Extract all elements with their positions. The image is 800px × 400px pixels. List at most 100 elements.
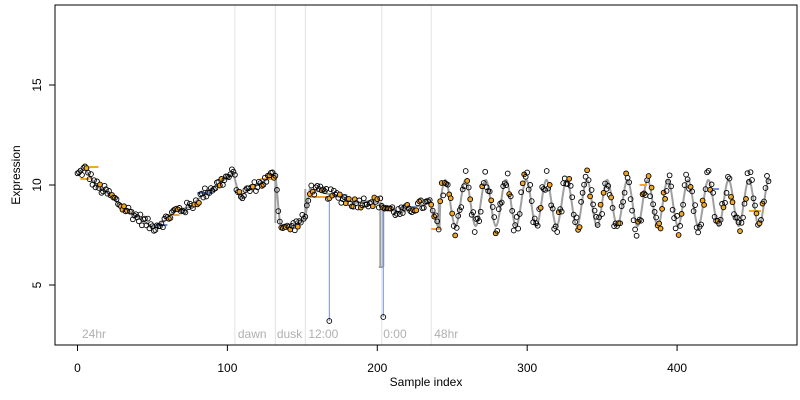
data-point (717, 216, 724, 223)
data-point (345, 195, 352, 202)
data-point (537, 204, 544, 211)
data-point (726, 175, 733, 182)
plot-frame (54, 4, 798, 346)
data-point (734, 214, 740, 221)
data-point (674, 213, 680, 219)
data-point (524, 169, 531, 176)
annotation-label: 0:00 (383, 327, 407, 341)
data-point (765, 178, 772, 185)
data-point (425, 198, 432, 205)
data-point (729, 199, 736, 206)
data-point (708, 181, 715, 188)
data-point (467, 196, 474, 203)
data-point (253, 188, 259, 194)
data-point (488, 197, 495, 204)
data-point (366, 200, 373, 206)
data-point (360, 195, 367, 202)
data-point (272, 172, 279, 179)
data-point (396, 211, 403, 217)
data-point (515, 225, 522, 232)
data-point (693, 224, 700, 231)
data-point (462, 168, 469, 174)
data-point (638, 217, 644, 224)
outlier-point (326, 318, 333, 324)
data-point (428, 201, 435, 208)
data-point (678, 211, 685, 217)
data-point (230, 168, 237, 175)
data-point (746, 178, 752, 185)
data-point (761, 198, 767, 205)
data-point (564, 181, 571, 187)
data-point (309, 188, 316, 195)
x-axis: 0 100 200 300 400 (74, 344, 687, 375)
data-point (596, 214, 602, 221)
x-tick-label: 300 (517, 361, 537, 375)
data-point (432, 212, 439, 219)
data-point (591, 207, 598, 214)
data-point (181, 208, 187, 215)
data-point (390, 209, 397, 215)
data-point (569, 194, 576, 201)
data-point (558, 208, 565, 215)
data-point (327, 186, 334, 193)
x-tick-label: 400 (667, 361, 687, 375)
data-point (260, 181, 267, 188)
data-point (513, 214, 520, 220)
data-point (329, 192, 336, 199)
data-point (128, 208, 135, 215)
data-point (137, 211, 144, 218)
data-point (131, 212, 138, 219)
data-point (274, 187, 280, 193)
data-point (456, 207, 463, 213)
data-point (728, 193, 734, 200)
data-point (420, 204, 427, 211)
data-point (158, 220, 165, 227)
step-segments (80, 166, 762, 321)
data-point (489, 204, 496, 210)
data-point (608, 194, 614, 201)
data-point (530, 219, 537, 226)
data-points (74, 163, 772, 324)
data-point (498, 199, 505, 206)
data-point (722, 199, 728, 206)
data-point (483, 184, 490, 191)
data-point (690, 208, 697, 214)
data-point (291, 227, 298, 234)
data-point (491, 214, 498, 220)
data-point (356, 197, 363, 204)
data-point (657, 225, 664, 232)
data-point (94, 178, 100, 185)
data-point (444, 181, 451, 188)
data-point (79, 172, 85, 178)
data-point (762, 185, 769, 191)
data-point (83, 165, 90, 171)
data-point (740, 214, 746, 221)
data-point (167, 215, 174, 221)
data-point (482, 168, 489, 175)
data-point (584, 167, 590, 174)
data-point (88, 171, 94, 177)
data-point (125, 204, 132, 211)
data-point (683, 171, 689, 178)
outlier-point (380, 314, 387, 320)
data-point (305, 197, 312, 204)
data-point (250, 183, 256, 190)
data-point (594, 222, 601, 228)
data-point (512, 222, 519, 228)
data-point (692, 202, 698, 208)
data-point (546, 182, 553, 188)
data-point (603, 186, 610, 192)
data-point (725, 173, 731, 180)
data-point (458, 204, 465, 210)
data-point (296, 218, 303, 224)
data-point (413, 207, 420, 214)
data-point (684, 176, 691, 183)
data-point (200, 194, 207, 201)
data-point (651, 209, 658, 215)
data-point (314, 182, 321, 189)
data-point (269, 169, 276, 176)
data-point (504, 170, 511, 177)
data-point (579, 189, 586, 196)
data-point (567, 182, 574, 189)
